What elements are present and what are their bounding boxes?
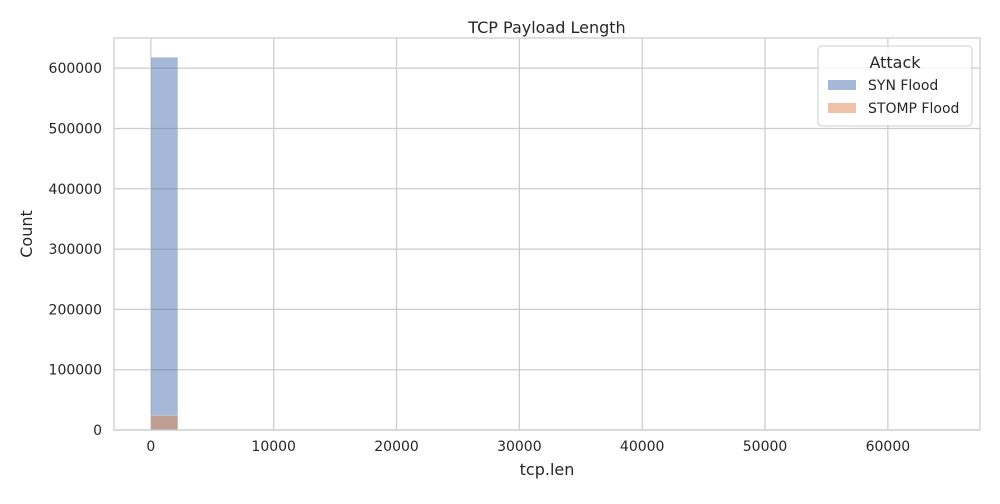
y-axis-title: Count [17,210,36,258]
bar-stomp-flood [150,415,179,431]
y-tick-label: 100000 [49,363,102,379]
legend-swatch-syn-flood [828,80,856,90]
x-tick-label: 60000 [866,439,911,455]
y-tick-label: 200000 [49,302,102,318]
x-tick-label: 50000 [743,439,788,455]
x-tick-label: 40000 [620,439,665,455]
legend-title: Attack [869,53,921,72]
y-tick-label: 600000 [49,61,102,77]
x-tick-labels: 0 10000 20000 30000 40000 50000 60000 [146,439,910,455]
plot-frame [113,37,981,431]
legend-label-syn-flood: SYN Flood [868,78,938,94]
x-axis-title: tcp.len [520,460,575,479]
x-tick-label: 10000 [251,439,296,455]
y-tick-label: 400000 [49,182,102,198]
legend-swatch-stomp-flood [828,103,856,113]
x-tick-label: 20000 [374,439,419,455]
legend: Attack SYN Flood STOMP Flood [817,45,973,127]
y-tick-labels: 0 100000 200000 300000 400000 500000 600000 [49,61,102,439]
legend-label-stomp-flood: STOMP Flood [868,101,959,117]
bars [150,57,179,431]
legend-box [817,45,973,127]
chart-title: TCP Payload Length [467,18,625,37]
y-tick-label: 300000 [49,242,102,258]
y-tick-label: 0 [93,423,102,439]
y-tick-label: 500000 [49,121,102,137]
x-tick-label: 30000 [497,439,542,455]
x-tick-label: 0 [146,439,155,455]
bar-syn-flood [150,57,179,431]
